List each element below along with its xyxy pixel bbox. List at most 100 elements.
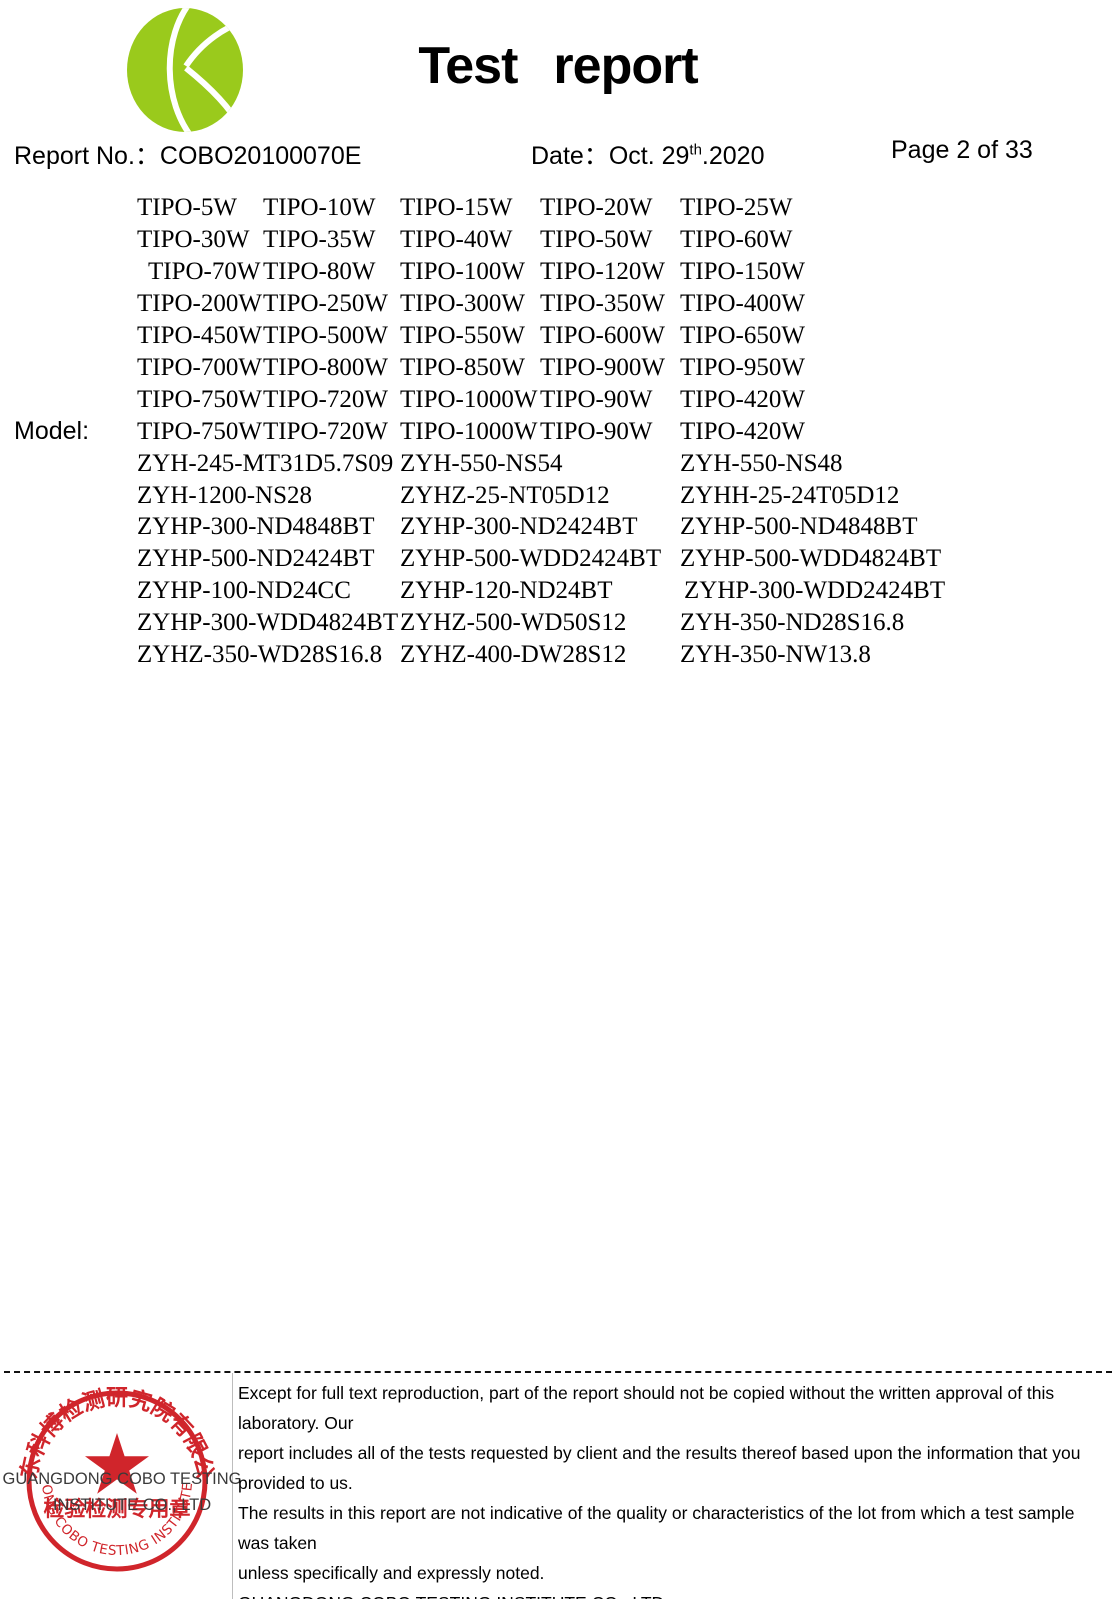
model-cell: ZYHZ-25-NT05D12	[400, 482, 610, 509]
model-cell: ZYHZ-350-WD28S16.8	[137, 641, 383, 668]
model-cell: TIPO-420W	[680, 386, 805, 413]
model-row: TIPO-70W TIPO-80W TIPO-100W TIPO-120W TI…	[0, 258, 1116, 290]
model-row: ZYHZ-350-WD28S16.8 ZYHZ-400-DW28S12 ZYH-…	[0, 641, 1116, 673]
title-word-test: Test	[418, 37, 518, 95]
disclaimer-line: The results in this report are not indic…	[238, 1503, 1075, 1553]
model-cell: TIPO-250W	[263, 290, 388, 317]
model-cell: TIPO-80W	[263, 258, 376, 285]
disclaimer-line: unless specifically and expressly noted.	[238, 1563, 545, 1583]
model-cell: ZYH-350-ND28S16.8	[680, 609, 905, 636]
model-cell: TIPO-1000W	[400, 386, 538, 413]
disclaimer-line: Except for full text reproduction, part …	[238, 1383, 1055, 1433]
model-cell: ZYHP-300-WDD2424BT	[684, 577, 946, 604]
header-info-row: Report No.：COBO20100070E Date：Oct. 29th.…	[0, 136, 1116, 170]
model-row: ZYH-245-MT31D5.7S09 ZYH-550-NS54 ZYH-550…	[0, 450, 1116, 482]
report-date-value: Oct. 29	[608, 142, 690, 170]
model-cell: ZYHP-100-ND24CC	[137, 577, 351, 604]
model-row: TIPO-750W TIPO-720W TIPO-1000W TIPO-90W …	[0, 386, 1116, 418]
report-date: Date：Oct. 29th.2020	[531, 136, 764, 172]
model-cell: TIPO-90W	[540, 386, 653, 413]
seal-overlay-company-line2: INSTITUTE CO., LTD	[52, 1496, 212, 1514]
model-cell: ZYHP-300-ND2424BT	[400, 513, 638, 540]
seal-overlay-company-line1: GUANGDONG COBO TESTING	[2, 1470, 242, 1488]
model-cell: ZYHP-500-ND2424BT	[137, 545, 375, 572]
model-cell: ZYH-550-NS48	[680, 450, 843, 477]
model-cell: TIPO-300W	[400, 290, 525, 317]
model-cell: TIPO-20W	[540, 194, 653, 221]
svg-text:检验检测专用章: 检验检测专用章	[44, 1497, 191, 1521]
model-cell: TIPO-120W	[540, 258, 665, 285]
model-cell: TIPO-900W	[540, 354, 665, 381]
model-label: Model:	[14, 417, 90, 445]
model-cell: TIPO-200W	[137, 290, 262, 317]
model-row: TIPO-200W TIPO-250W TIPO-300W TIPO-350W …	[0, 290, 1116, 322]
model-cell: TIPO-40W	[400, 226, 513, 253]
model-cell: TIPO-25W	[680, 194, 793, 221]
model-cell: TIPO-10W	[263, 194, 376, 221]
disclaimer-line: report includes all of the tests request…	[238, 1443, 1081, 1493]
model-cell: TIPO-100W	[400, 258, 525, 285]
model-cell: TIPO-70W	[148, 258, 261, 285]
model-cell: TIPO-5W	[137, 194, 237, 221]
model-row: TIPO-450W TIPO-500W TIPO-550W TIPO-600W …	[0, 322, 1116, 354]
model-cell: ZYHZ-500-WD50S12	[400, 609, 627, 636]
model-cell: ZYHP-500-WDD2424BT	[400, 545, 662, 572]
report-date-label: Date：	[531, 142, 609, 170]
model-cell: TIPO-950W	[680, 354, 805, 381]
model-cell: TIPO-350W	[540, 290, 665, 317]
model-cell: TIPO-600W	[540, 322, 665, 349]
model-cell: ZYHP-120-ND24BT	[400, 577, 613, 604]
report-number-value: COBO20100070E	[159, 142, 362, 170]
model-cell: TIPO-15W	[400, 194, 513, 221]
model-cell: TIPO-650W	[680, 322, 805, 349]
title-word-report: report	[553, 37, 698, 95]
model-cell: TIPO-450W	[137, 322, 262, 349]
model-cell: TIPO-550W	[400, 322, 525, 349]
report-number: Report No.：COBO20100070E	[14, 136, 361, 172]
model-row: TIPO-5W TIPO-10W TIPO-15W TIPO-20W TIPO-…	[0, 194, 1116, 226]
footer-text-block: Except for full text reproduction, part …	[238, 1378, 1098, 1599]
model-cell: TIPO-750W	[137, 418, 262, 445]
company-name: GUANGDONG COBO TESTING INSTITUTE CO., LT…	[238, 1588, 1098, 1599]
model-cell: TIPO-800W	[263, 354, 388, 381]
model-row: ZYH-1200-NS28 ZYHZ-25-NT05D12 ZYHH-25-24…	[0, 482, 1116, 514]
company-seal-stamp: 广东科博检测研究院有限公司 GUANGDONG COBO TESTING INS…	[3, 1358, 219, 1583]
model-row: TIPO-30W TIPO-35W TIPO-40W TIPO-50W TIPO…	[0, 226, 1116, 258]
model-cell: ZYHP-300-WDD4824BT	[137, 609, 399, 636]
model-cell: TIPO-60W	[680, 226, 793, 253]
model-cell: TIPO-700W	[137, 354, 262, 381]
report-number-label: Report No.：	[14, 142, 160, 170]
model-cell: TIPO-850W	[400, 354, 525, 381]
model-cell: TIPO-420W	[680, 418, 805, 445]
model-cell: ZYHP-500-WDD4824BT	[680, 545, 942, 572]
model-cell: ZYH-350-NW13.8	[680, 641, 871, 668]
model-cell: TIPO-50W	[540, 226, 653, 253]
model-row: ZYHP-500-ND2424BT ZYHP-500-WDD2424BT ZYH…	[0, 545, 1116, 577]
model-cell: ZYHP-300-ND4848BT	[137, 513, 375, 540]
page-title: Test report	[0, 36, 1116, 96]
model-row: ZYHP-300-WDD4824BT ZYHZ-500-WD50S12 ZYH-…	[0, 609, 1116, 641]
model-cell: ZYHH-25-24T05D12	[680, 482, 900, 509]
company-logo-icon	[122, 6, 248, 134]
model-cell: ZYHP-500-ND4848BT	[680, 513, 918, 540]
model-cell: TIPO-720W	[263, 386, 388, 413]
model-cell: ZYH-550-NS54	[400, 450, 563, 477]
model-row: ZYHP-300-ND4848BT ZYHP-300-ND2424BT ZYHP…	[0, 513, 1116, 545]
model-cell: TIPO-750W	[137, 386, 262, 413]
model-cell: TIPO-720W	[263, 418, 388, 445]
report-date-ordinal: th	[689, 141, 702, 159]
model-cell: ZYH-245-MT31D5.7S09	[137, 450, 394, 477]
model-cell: ZYHZ-400-DW28S12	[400, 641, 627, 668]
model-cell: ZYH-1200-NS28	[137, 482, 312, 509]
model-cell: TIPO-90W	[540, 418, 653, 445]
model-cell: TIPO-30W	[137, 226, 250, 253]
model-row: TIPO-700W TIPO-800W TIPO-850W TIPO-900W …	[0, 354, 1116, 386]
model-row: TIPO-750W TIPO-720W TIPO-1000W TIPO-90W …	[0, 418, 1116, 450]
page-number: Page 2 of 33	[891, 136, 1033, 164]
model-cell: TIPO-150W	[680, 258, 805, 285]
footer-vertical-rule	[232, 1373, 233, 1599]
model-cell: TIPO-1000W	[400, 418, 538, 445]
footer-divider	[4, 1371, 1112, 1373]
model-row: ZYHP-100-ND24CC ZYHP-120-ND24BT ZYHP-300…	[0, 577, 1116, 609]
